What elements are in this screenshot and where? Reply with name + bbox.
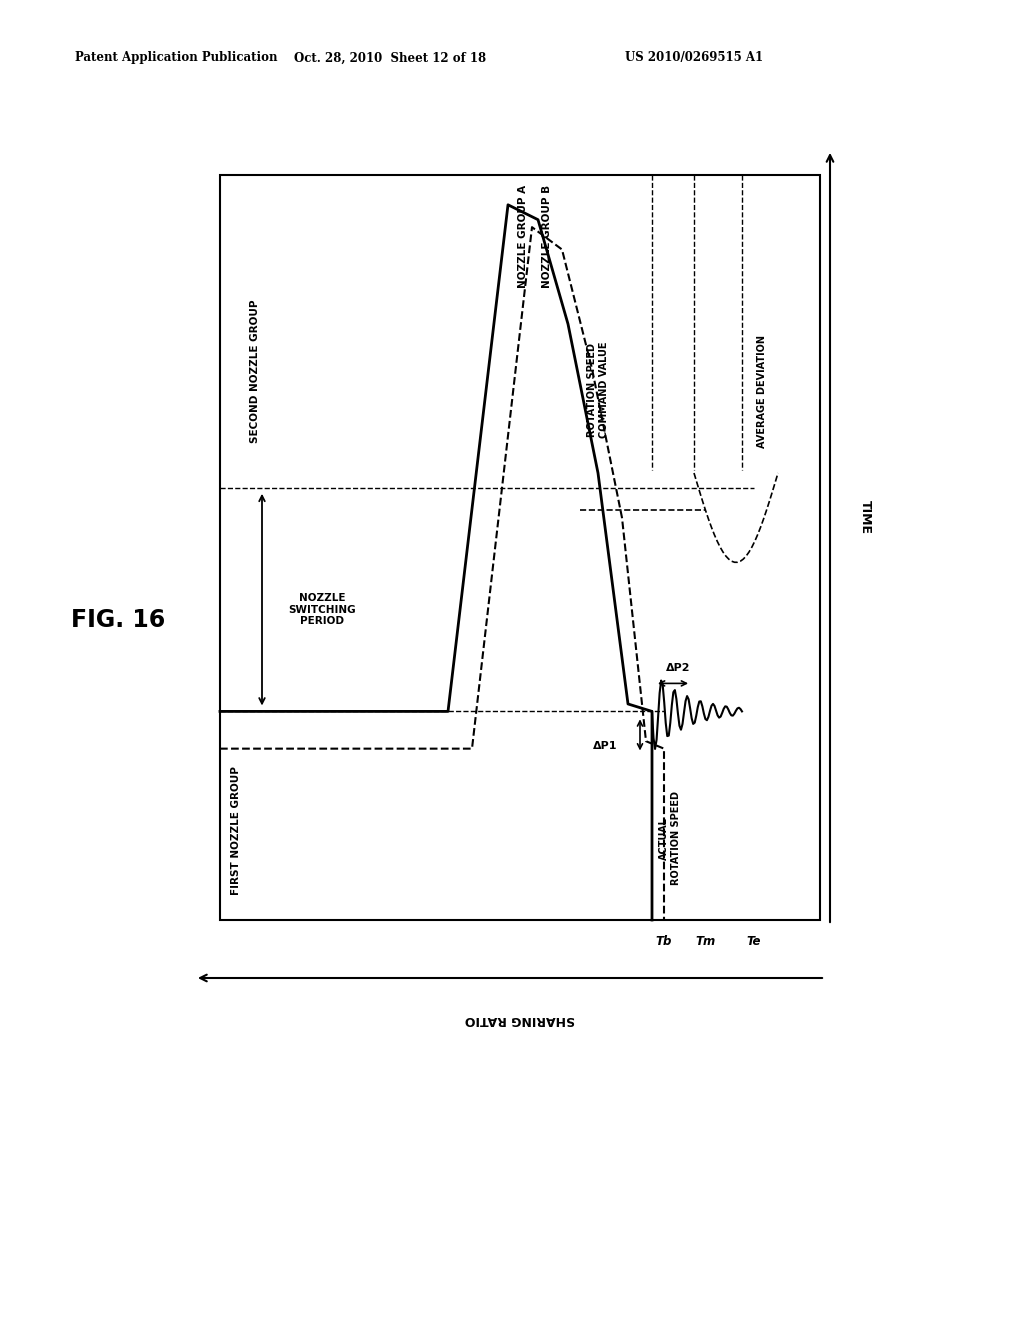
Text: NOZZLE
SWITCHING
PERIOD: NOZZLE SWITCHING PERIOD (288, 593, 355, 626)
Text: Oct. 28, 2010  Sheet 12 of 18: Oct. 28, 2010 Sheet 12 of 18 (294, 51, 486, 65)
Text: FIRST NOZZLE GROUP: FIRST NOZZLE GROUP (231, 767, 241, 895)
Text: ΔP2: ΔP2 (666, 664, 690, 673)
Text: SHARING RATIO: SHARING RATIO (465, 1014, 575, 1027)
Text: US 2010/0269515 A1: US 2010/0269515 A1 (625, 51, 763, 65)
Text: Te: Te (746, 935, 761, 948)
Text: SECOND NOZZLE GROUP: SECOND NOZZLE GROUP (250, 300, 260, 444)
Text: ΔP1: ΔP1 (593, 742, 617, 751)
Bar (220, 176, 820, 920)
Text: Tm: Tm (696, 935, 716, 948)
Text: AVERAGE DEVIATION: AVERAGE DEVIATION (757, 335, 767, 447)
Text: ROTATION SPEED
COMMAND VALUE: ROTATION SPEED COMMAND VALUE (587, 342, 609, 438)
Text: NOZZLE GROUP B: NOZZLE GROUP B (542, 185, 552, 288)
Text: ACTUAL
ROTATION SPEED: ACTUAL ROTATION SPEED (659, 792, 681, 886)
Text: TIME: TIME (858, 500, 871, 535)
Text: FIG. 16: FIG. 16 (71, 609, 165, 632)
Text: Tb: Tb (655, 935, 672, 948)
Text: Patent Application Publication: Patent Application Publication (75, 51, 278, 65)
Text: NOZZLE GROUP A: NOZZLE GROUP A (518, 185, 528, 288)
